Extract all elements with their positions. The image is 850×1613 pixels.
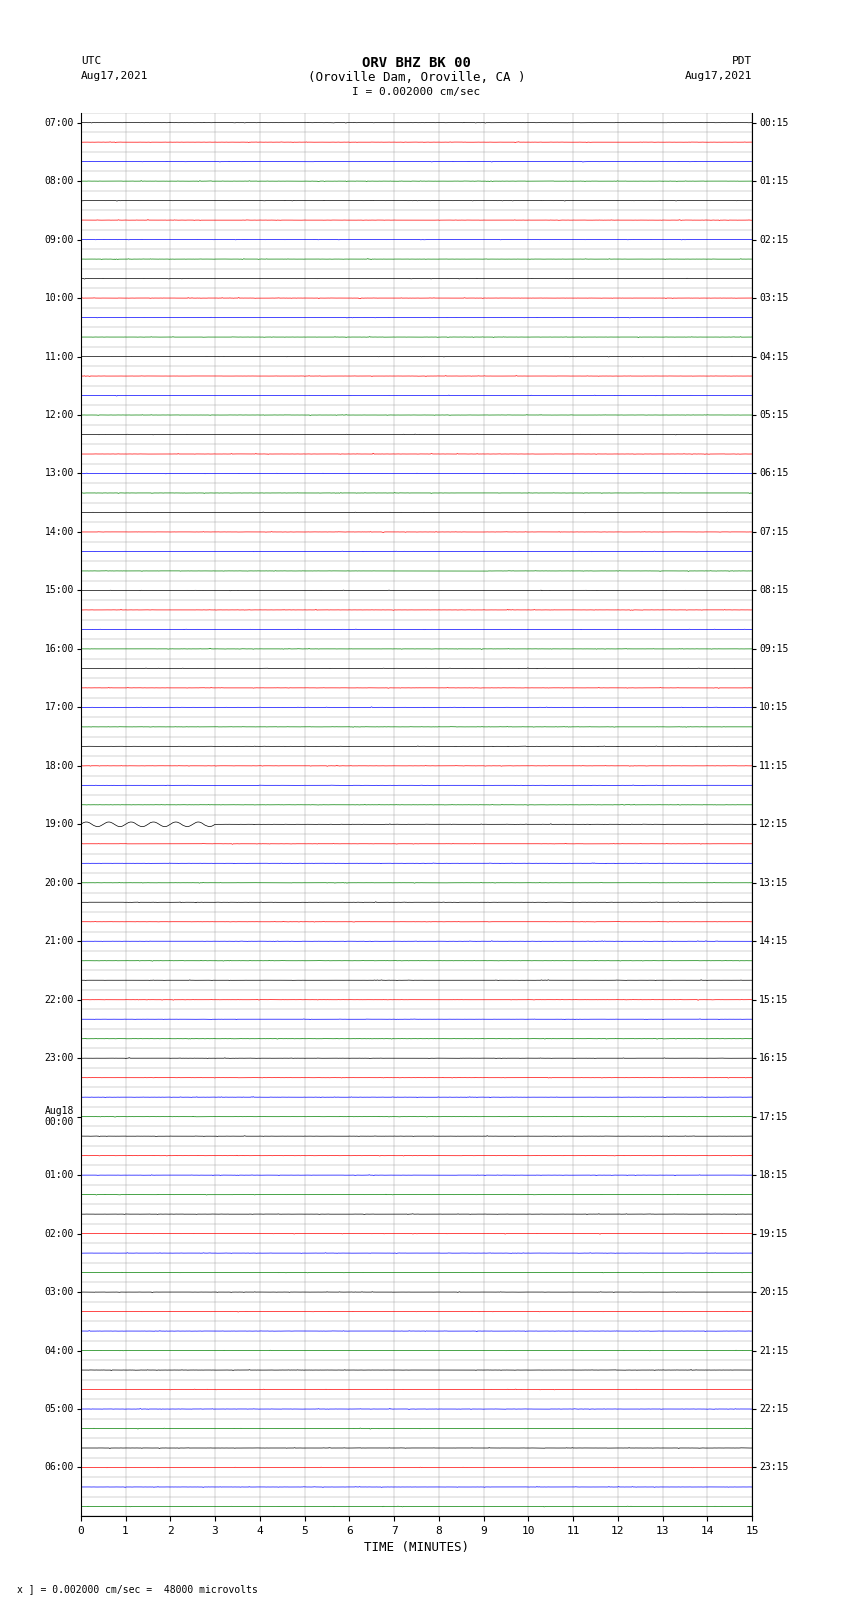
Text: I = 0.002000 cm/sec: I = 0.002000 cm/sec <box>353 87 480 97</box>
Text: Aug17,2021: Aug17,2021 <box>685 71 752 81</box>
Text: x ] = 0.002000 cm/sec =  48000 microvolts: x ] = 0.002000 cm/sec = 48000 microvolts <box>17 1584 258 1594</box>
Text: PDT: PDT <box>732 56 752 66</box>
X-axis label: TIME (MINUTES): TIME (MINUTES) <box>364 1542 469 1555</box>
Text: (Oroville Dam, Oroville, CA ): (Oroville Dam, Oroville, CA ) <box>308 71 525 84</box>
Text: UTC: UTC <box>81 56 101 66</box>
Text: Aug17,2021: Aug17,2021 <box>81 71 148 81</box>
Text: ORV BHZ BK 00: ORV BHZ BK 00 <box>362 56 471 69</box>
